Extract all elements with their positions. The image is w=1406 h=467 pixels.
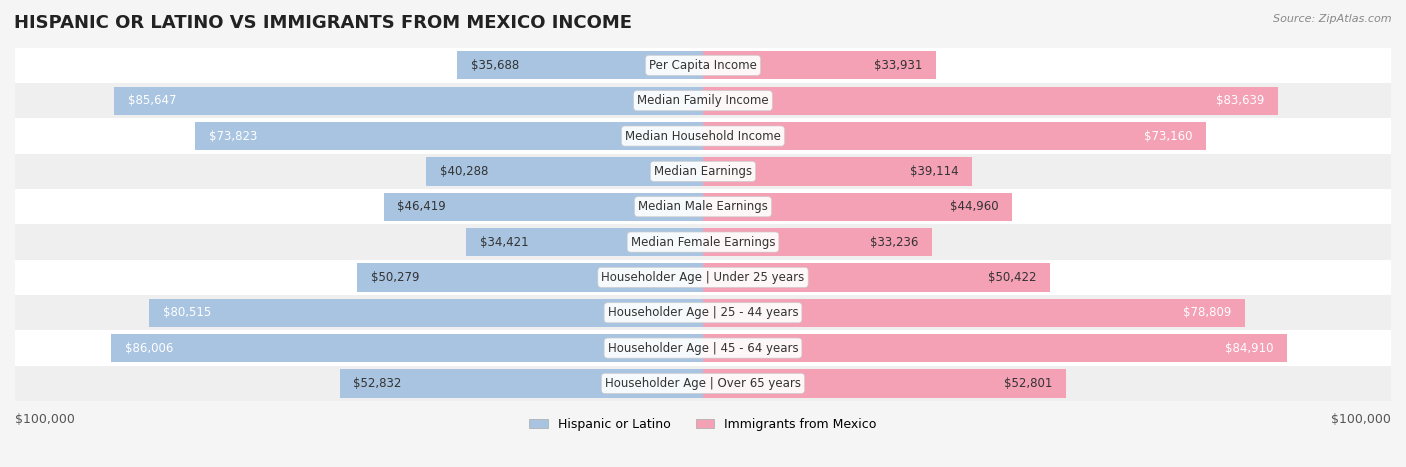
Text: $33,931: $33,931 — [875, 59, 922, 72]
Text: $50,422: $50,422 — [987, 271, 1036, 284]
FancyBboxPatch shape — [703, 51, 936, 79]
Text: HISPANIC OR LATINO VS IMMIGRANTS FROM MEXICO INCOME: HISPANIC OR LATINO VS IMMIGRANTS FROM ME… — [14, 14, 633, 32]
Text: $86,006: $86,006 — [125, 341, 173, 354]
Text: $46,419: $46,419 — [398, 200, 446, 213]
Text: $40,288: $40,288 — [440, 165, 488, 178]
Text: Median Family Income: Median Family Income — [637, 94, 769, 107]
FancyBboxPatch shape — [703, 157, 972, 185]
FancyBboxPatch shape — [195, 122, 703, 150]
Text: $100,000: $100,000 — [1331, 413, 1391, 426]
Text: Source: ZipAtlas.com: Source: ZipAtlas.com — [1274, 14, 1392, 24]
FancyBboxPatch shape — [149, 298, 703, 327]
FancyBboxPatch shape — [15, 154, 1391, 189]
Text: $84,910: $84,910 — [1225, 341, 1274, 354]
Text: $44,960: $44,960 — [950, 200, 998, 213]
Text: $52,832: $52,832 — [353, 377, 402, 390]
FancyBboxPatch shape — [339, 369, 703, 397]
Text: Householder Age | 45 - 64 years: Householder Age | 45 - 64 years — [607, 341, 799, 354]
Text: Median Male Earnings: Median Male Earnings — [638, 200, 768, 213]
Text: $52,801: $52,801 — [1004, 377, 1053, 390]
FancyBboxPatch shape — [15, 83, 1391, 118]
FancyBboxPatch shape — [703, 228, 932, 256]
FancyBboxPatch shape — [15, 189, 1391, 224]
Text: $78,809: $78,809 — [1182, 306, 1232, 319]
Text: Median Female Earnings: Median Female Earnings — [631, 235, 775, 248]
Text: $35,688: $35,688 — [471, 59, 519, 72]
FancyBboxPatch shape — [703, 298, 1246, 327]
FancyBboxPatch shape — [15, 295, 1391, 331]
FancyBboxPatch shape — [15, 48, 1391, 83]
FancyBboxPatch shape — [111, 334, 703, 362]
Text: $83,639: $83,639 — [1216, 94, 1264, 107]
Text: Householder Age | Under 25 years: Householder Age | Under 25 years — [602, 271, 804, 284]
FancyBboxPatch shape — [15, 366, 1391, 401]
FancyBboxPatch shape — [703, 369, 1066, 397]
FancyBboxPatch shape — [15, 331, 1391, 366]
Text: $34,421: $34,421 — [479, 235, 529, 248]
Text: Median Household Income: Median Household Income — [626, 129, 780, 142]
Text: $73,160: $73,160 — [1144, 129, 1192, 142]
FancyBboxPatch shape — [703, 192, 1012, 221]
FancyBboxPatch shape — [703, 263, 1050, 291]
FancyBboxPatch shape — [15, 260, 1391, 295]
FancyBboxPatch shape — [15, 224, 1391, 260]
Text: Householder Age | Over 65 years: Householder Age | Over 65 years — [605, 377, 801, 390]
Text: $85,647: $85,647 — [128, 94, 176, 107]
FancyBboxPatch shape — [114, 86, 703, 115]
Text: $73,823: $73,823 — [209, 129, 257, 142]
Text: $50,279: $50,279 — [371, 271, 419, 284]
Text: Median Earnings: Median Earnings — [654, 165, 752, 178]
Text: $33,236: $33,236 — [869, 235, 918, 248]
FancyBboxPatch shape — [426, 157, 703, 185]
FancyBboxPatch shape — [15, 118, 1391, 154]
FancyBboxPatch shape — [384, 192, 703, 221]
FancyBboxPatch shape — [467, 228, 703, 256]
Text: Per Capita Income: Per Capita Income — [650, 59, 756, 72]
Text: $39,114: $39,114 — [910, 165, 959, 178]
Legend: Hispanic or Latino, Immigrants from Mexico: Hispanic or Latino, Immigrants from Mexi… — [523, 412, 883, 437]
FancyBboxPatch shape — [357, 263, 703, 291]
Text: $100,000: $100,000 — [15, 413, 75, 426]
FancyBboxPatch shape — [703, 122, 1206, 150]
FancyBboxPatch shape — [457, 51, 703, 79]
Text: $80,515: $80,515 — [163, 306, 211, 319]
FancyBboxPatch shape — [703, 334, 1286, 362]
FancyBboxPatch shape — [703, 86, 1278, 115]
Text: Householder Age | 25 - 44 years: Householder Age | 25 - 44 years — [607, 306, 799, 319]
